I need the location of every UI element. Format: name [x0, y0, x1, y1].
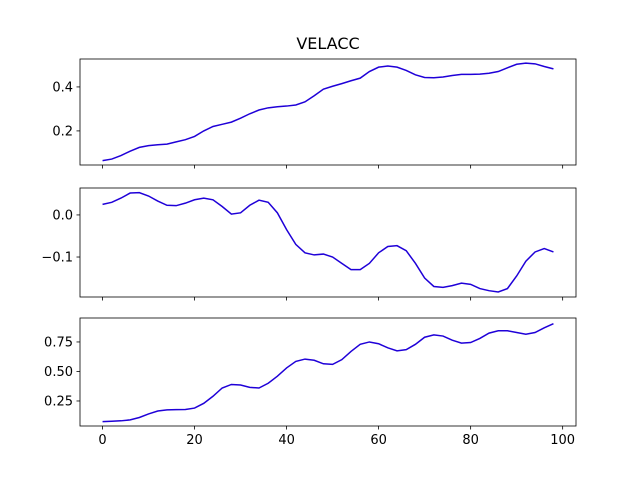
x-tick-label: 100 — [550, 433, 575, 448]
x-tick-label: 40 — [278, 433, 295, 448]
data-line — [102, 322, 554, 423]
data-line — [102, 62, 554, 162]
y-tick-label: 0.4 — [52, 80, 73, 95]
y-tick-label: 0.50 — [44, 365, 73, 380]
x-tick-label: 60 — [370, 433, 387, 448]
data-line — [102, 191, 554, 293]
y-tick-label: 0.25 — [44, 394, 73, 409]
x-tick-label: 80 — [462, 433, 479, 448]
y-tick-label: 0.75 — [44, 335, 73, 350]
axes-frame — [79, 187, 577, 298]
y-tick-label: −0.1 — [41, 251, 73, 266]
axes-frame — [79, 317, 577, 427]
x-tick-label: 0 — [98, 433, 106, 448]
axes-frame — [79, 58, 577, 166]
y-tick-label: 0.0 — [52, 208, 73, 223]
chart-title: VELACC — [296, 34, 359, 53]
y-tick-label: 0.2 — [52, 124, 73, 139]
x-tick-label: 20 — [186, 433, 203, 448]
